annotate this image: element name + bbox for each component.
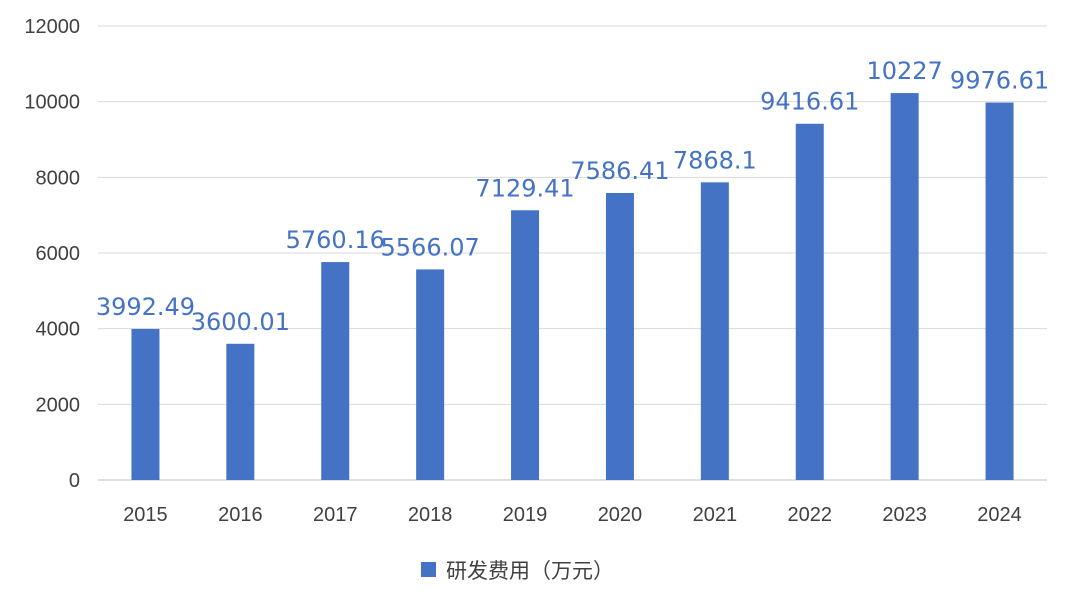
x-tick-label-2015: 2015 bbox=[123, 504, 168, 526]
x-tick-label-2019: 2019 bbox=[503, 504, 548, 526]
y-tick-label: 10000 bbox=[24, 92, 80, 114]
bars bbox=[131, 93, 1014, 481]
x-tick-label-2018: 2018 bbox=[408, 504, 453, 526]
bar-2023 bbox=[890, 93, 919, 481]
bar-2015 bbox=[131, 328, 160, 480]
legend-label-series-0: 研发费用（万元） bbox=[446, 559, 614, 583]
data-label-2018: 5566.07 bbox=[381, 233, 480, 261]
bar-2020 bbox=[605, 192, 634, 480]
data-label-2022: 9416.61 bbox=[760, 88, 859, 116]
bar-2022 bbox=[795, 123, 824, 481]
bar-2024 bbox=[985, 102, 1014, 481]
bar-2021 bbox=[700, 182, 729, 480]
x-tick-label-2022: 2022 bbox=[788, 504, 833, 526]
y-tick-label: 0 bbox=[69, 470, 80, 492]
legend-swatch bbox=[421, 562, 436, 577]
bar-2017 bbox=[321, 262, 350, 480]
y-tick-label: 12000 bbox=[24, 16, 80, 38]
data-label-2015: 3992.49 bbox=[96, 293, 195, 321]
data-label-2020: 7586.41 bbox=[570, 157, 669, 185]
x-tick-label-2017: 2017 bbox=[313, 504, 358, 526]
data-label-2023: 10227 bbox=[866, 57, 942, 85]
x-tick-label-2016: 2016 bbox=[218, 504, 263, 526]
legend: 研发费用（万元） bbox=[421, 559, 614, 583]
y-tick-label: 2000 bbox=[36, 394, 81, 416]
x-tick-label-2023: 2023 bbox=[882, 504, 927, 526]
data-label-2019: 7129.41 bbox=[475, 174, 574, 202]
data-label-2016: 3600.01 bbox=[191, 308, 290, 336]
y-tick-label: 8000 bbox=[36, 167, 81, 189]
data-label-2024: 9976.61 bbox=[950, 67, 1049, 95]
y-tick-label: 6000 bbox=[36, 243, 81, 265]
y-axis-ticks: 0 2000 4000 6000 8000 10000 12000 bbox=[24, 16, 80, 492]
x-axis-ticks: 2015 2016 2017 2018 2019 2020 2021 2022 2023 2024 bbox=[123, 504, 1022, 526]
data-label-2021: 7868.1 bbox=[673, 146, 757, 174]
bar-2018 bbox=[416, 269, 445, 480]
x-tick-label-2020: 2020 bbox=[598, 504, 643, 526]
x-tick-label-2021: 2021 bbox=[693, 504, 738, 526]
x-tick-label-2024: 2024 bbox=[977, 504, 1022, 526]
data-label-2017: 5760.16 bbox=[286, 226, 385, 254]
y-tick-label: 4000 bbox=[36, 319, 81, 341]
bar-2019 bbox=[511, 210, 540, 480]
gridlines bbox=[98, 25, 1047, 481]
bar-2016 bbox=[226, 343, 255, 480]
